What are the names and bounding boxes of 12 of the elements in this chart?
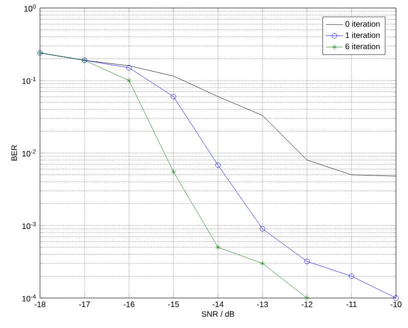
point <box>170 94 176 100</box>
point <box>393 295 399 301</box>
point <box>348 273 354 279</box>
point <box>126 65 132 70</box>
point <box>304 295 310 301</box>
point <box>304 258 310 264</box>
point <box>216 244 220 250</box>
point <box>260 260 265 266</box>
point <box>171 169 176 175</box>
point <box>215 162 221 168</box>
point <box>126 78 132 84</box>
point <box>260 226 266 232</box>
